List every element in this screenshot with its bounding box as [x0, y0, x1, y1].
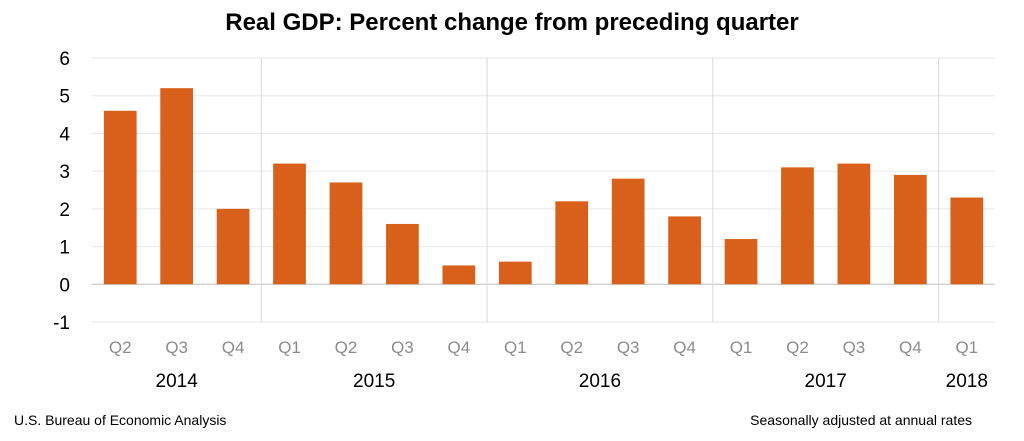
bar — [216, 208, 250, 285]
bar — [498, 261, 532, 285]
x-axis-ticks: Q2 Q3 Q4 Q1 Q2 Q3 Q4 Q1 Q2 Q3 Q4 Q1 Q2 Q3 Q4 Q1 — [109, 338, 978, 357]
y-tick-label: 5 — [59, 87, 70, 108]
y-tick-label: 6 — [59, 49, 70, 70]
bar — [837, 163, 871, 285]
bar — [893, 174, 927, 285]
quarter-label: Q3 — [165, 338, 188, 357]
quarter-label: Q3 — [843, 338, 866, 357]
quarter-label: Q2 — [560, 338, 583, 357]
quarter-label: Q2 — [109, 338, 132, 357]
year-separators — [260, 58, 940, 322]
year-labels: 2014 2015 2016 2017 2018 — [156, 371, 988, 392]
quarter-label: Q3 — [617, 338, 640, 357]
year-label: 2016 — [579, 371, 621, 392]
chart-title: Real GDP: Percent change from preceding … — [225, 9, 798, 36]
year-label: 2014 — [156, 371, 199, 392]
y-tick-label: 4 — [59, 124, 70, 145]
source-note: U.S. Bureau of Economic Analysis — [14, 412, 226, 428]
bar — [103, 110, 137, 285]
y-tick-label: 2 — [59, 200, 70, 221]
bar — [273, 163, 306, 285]
year-label: 2018 — [946, 371, 988, 392]
bar — [442, 265, 476, 285]
y-axis-ticks: -1 0 1 2 3 4 5 6 — [53, 49, 70, 334]
y-tick-label: -1 — [53, 313, 70, 334]
quarter-label: Q2 — [786, 338, 809, 357]
quarter-label: Q2 — [335, 338, 358, 357]
bars — [103, 88, 984, 285]
y-tick-label: 3 — [59, 162, 70, 183]
bar — [611, 178, 645, 285]
quarter-label: Q1 — [278, 338, 301, 357]
y-tick-label: 1 — [59, 238, 70, 259]
bar — [668, 216, 701, 285]
quarter-label: Q4 — [673, 338, 696, 357]
bar — [781, 167, 814, 285]
seasonal-note: Seasonally adjusted at annual rates — [750, 412, 972, 428]
quarter-label: Q3 — [391, 338, 414, 357]
y-tick-label: 0 — [59, 275, 70, 296]
quarter-label: Q4 — [899, 338, 922, 357]
year-label: 2017 — [805, 371, 847, 392]
year-label: 2015 — [353, 371, 395, 392]
quarter-label: Q1 — [504, 338, 527, 357]
bar — [724, 239, 758, 285]
quarter-label: Q1 — [955, 338, 978, 357]
quarter-label: Q1 — [730, 338, 753, 357]
bar — [555, 201, 589, 285]
bar — [386, 223, 419, 285]
quarter-label: Q4 — [222, 338, 245, 357]
bar — [160, 88, 194, 285]
bar — [950, 197, 984, 285]
quarter-label: Q4 — [448, 338, 471, 357]
bar — [329, 182, 363, 285]
